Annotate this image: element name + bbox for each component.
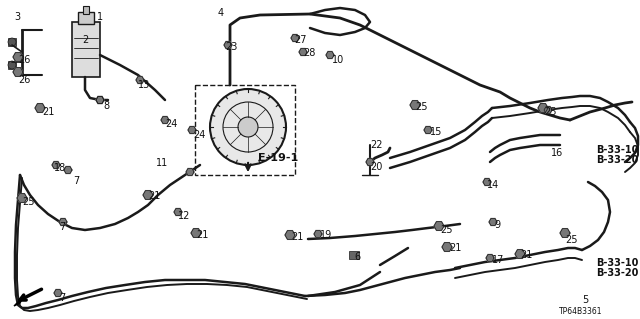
Polygon shape xyxy=(285,231,295,239)
Text: 25: 25 xyxy=(544,107,557,117)
Text: 21: 21 xyxy=(520,250,532,260)
Circle shape xyxy=(8,38,16,46)
Polygon shape xyxy=(314,231,322,237)
Polygon shape xyxy=(52,161,60,168)
Text: 25: 25 xyxy=(415,102,428,112)
Circle shape xyxy=(238,117,258,137)
Text: B-33-20: B-33-20 xyxy=(596,155,638,165)
Polygon shape xyxy=(442,243,452,251)
Circle shape xyxy=(8,61,16,69)
Text: 16: 16 xyxy=(551,148,563,158)
Text: 21: 21 xyxy=(148,191,161,201)
Bar xyxy=(195,85,295,175)
Polygon shape xyxy=(136,77,144,84)
Polygon shape xyxy=(291,34,299,41)
Text: 21: 21 xyxy=(449,243,461,253)
Polygon shape xyxy=(434,222,444,230)
Text: 7: 7 xyxy=(59,222,65,232)
Text: 27: 27 xyxy=(294,35,307,45)
Text: 25: 25 xyxy=(22,197,35,207)
Polygon shape xyxy=(224,41,232,48)
Polygon shape xyxy=(17,194,27,202)
Polygon shape xyxy=(161,116,169,123)
Polygon shape xyxy=(483,179,491,185)
Polygon shape xyxy=(424,127,432,133)
Text: E-19-1: E-19-1 xyxy=(258,153,298,163)
Text: 21: 21 xyxy=(291,232,303,242)
Text: B-33-10: B-33-10 xyxy=(596,145,638,155)
Text: 13: 13 xyxy=(138,80,150,90)
Polygon shape xyxy=(299,48,307,56)
Text: 10: 10 xyxy=(332,55,344,65)
Text: 25: 25 xyxy=(440,225,452,235)
Text: 1: 1 xyxy=(97,12,103,22)
Text: 21: 21 xyxy=(42,107,54,117)
Text: 28: 28 xyxy=(303,48,316,58)
Text: 12: 12 xyxy=(178,211,190,221)
Text: 7: 7 xyxy=(73,176,79,186)
Text: 8: 8 xyxy=(103,101,109,111)
Text: 9: 9 xyxy=(494,220,500,230)
Text: 4: 4 xyxy=(218,8,224,18)
Text: 11: 11 xyxy=(156,158,168,168)
Text: 26: 26 xyxy=(18,55,30,65)
Polygon shape xyxy=(13,53,23,61)
Polygon shape xyxy=(143,191,153,199)
Text: 6: 6 xyxy=(354,252,360,262)
Polygon shape xyxy=(366,159,374,166)
Text: 5: 5 xyxy=(582,295,588,305)
Polygon shape xyxy=(515,250,525,258)
Text: B-33-20: B-33-20 xyxy=(596,268,638,278)
Polygon shape xyxy=(544,107,552,114)
Polygon shape xyxy=(489,219,497,226)
Polygon shape xyxy=(538,104,548,112)
Polygon shape xyxy=(191,229,201,237)
Text: 3: 3 xyxy=(14,12,20,22)
Text: 18: 18 xyxy=(54,163,67,173)
Bar xyxy=(8,61,16,69)
Polygon shape xyxy=(35,104,45,112)
Bar xyxy=(83,6,89,14)
Polygon shape xyxy=(486,255,494,262)
Polygon shape xyxy=(14,296,24,306)
Circle shape xyxy=(210,89,286,165)
Text: 2: 2 xyxy=(82,35,88,45)
Polygon shape xyxy=(188,127,196,133)
Polygon shape xyxy=(174,209,182,215)
Polygon shape xyxy=(59,219,67,226)
Polygon shape xyxy=(13,68,23,76)
Bar xyxy=(72,22,100,77)
Text: 19: 19 xyxy=(320,230,332,240)
Text: B-33-10: B-33-10 xyxy=(596,258,638,268)
Text: 20: 20 xyxy=(370,162,382,172)
Polygon shape xyxy=(560,229,570,237)
Polygon shape xyxy=(96,97,104,103)
Text: 17: 17 xyxy=(492,255,504,265)
Text: TP64B3361: TP64B3361 xyxy=(559,307,602,316)
Polygon shape xyxy=(410,101,420,109)
Text: 26: 26 xyxy=(18,75,30,85)
Polygon shape xyxy=(96,97,104,103)
Text: 24: 24 xyxy=(193,130,205,140)
Bar xyxy=(349,251,359,259)
Polygon shape xyxy=(186,168,194,175)
Text: 21: 21 xyxy=(196,230,209,240)
Polygon shape xyxy=(54,290,62,296)
Text: 22: 22 xyxy=(370,140,383,150)
Text: 25: 25 xyxy=(565,235,577,245)
Text: 23: 23 xyxy=(225,42,237,52)
Text: 14: 14 xyxy=(487,180,499,190)
Polygon shape xyxy=(326,52,334,58)
Bar xyxy=(8,38,16,46)
Bar xyxy=(78,12,94,24)
Text: 24: 24 xyxy=(165,119,177,129)
Text: 15: 15 xyxy=(430,127,442,137)
Polygon shape xyxy=(64,167,72,174)
Text: 7: 7 xyxy=(59,293,65,303)
